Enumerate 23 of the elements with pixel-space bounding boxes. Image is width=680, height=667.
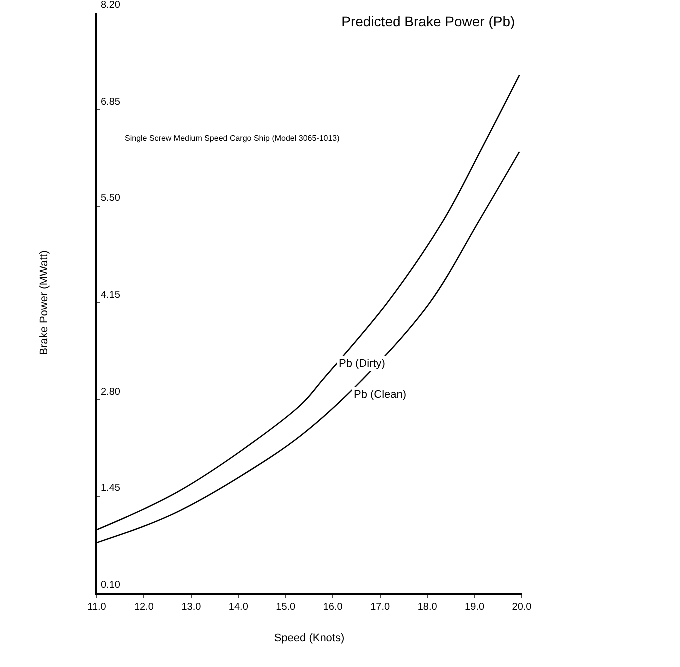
chart-title: Predicted Brake Power (Pb) [342, 13, 516, 30]
text: Single Screw Medium Speed Cargo Ship (Model 3065-1013) [125, 134, 340, 143]
annotation: Pb (Dirty) [339, 358, 386, 370]
y-tick-label: 1.45 [101, 483, 121, 494]
x-tick-label: 19.0 [465, 602, 485, 613]
x-tick-label: 15.0 [276, 602, 296, 613]
x-tick-label: 14.0 [228, 602, 249, 613]
x-tick-label: 17.0 [370, 602, 390, 613]
x-tick-label: 12.0 [134, 602, 154, 613]
x-tick-label: 20.0 [512, 602, 532, 613]
x-tick-label: 13.0 [182, 602, 202, 613]
y-tick-label: 5.50 [101, 193, 121, 204]
y-tick-label: 6.85 [101, 97, 121, 108]
x-axis-title: Speed (Knots) [274, 632, 345, 644]
y-axis-title: Brake Power (MWatt) [38, 250, 50, 356]
y-tick-label: 0.10 [101, 580, 121, 591]
y-tick-label: 2.80 [101, 387, 121, 398]
x-tick-label: 16.0 [323, 602, 344, 613]
x-tick-label: 18.0 [418, 602, 438, 613]
annotation: Pb (Clean) [354, 389, 407, 401]
y-tick-label: 8.20 [101, 0, 121, 11]
x-tick-label: 11.0 [88, 602, 107, 613]
y-tick-label: 4.15 [101, 290, 121, 301]
